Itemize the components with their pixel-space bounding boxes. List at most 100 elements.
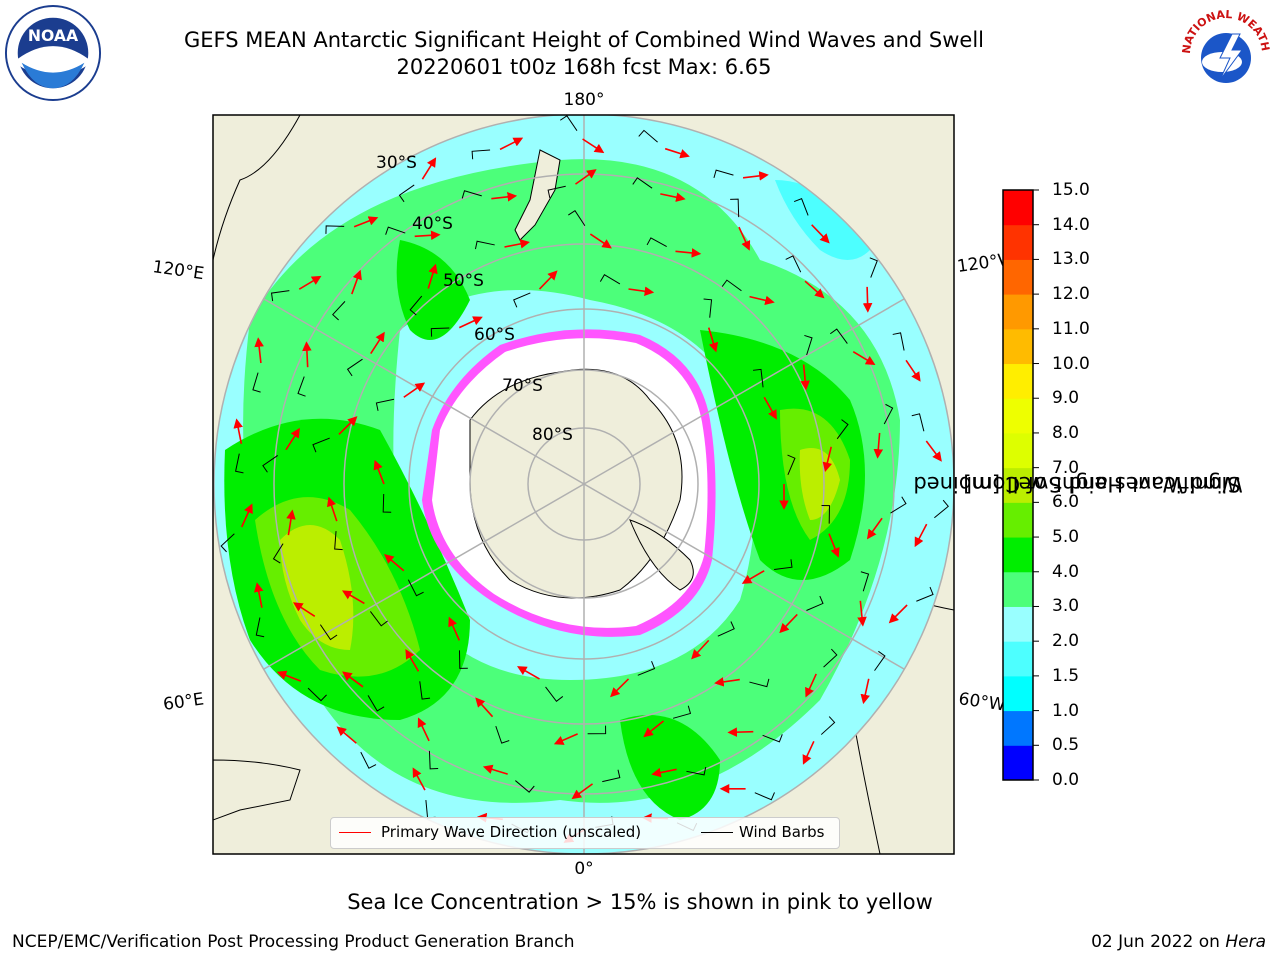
wave-arrow [298, 275, 322, 290]
wave-arrow [860, 678, 870, 705]
wind-barb [753, 368, 764, 388]
colorbar-tick-label: 7.0 [1052, 457, 1080, 478]
wave-arrow [286, 509, 296, 536]
colorbar-bin [1003, 224, 1033, 260]
colorbar-tick-label: 12.0 [1052, 284, 1090, 305]
wave-arrow [628, 286, 655, 296]
wind-barb [754, 792, 775, 801]
lat-label-40s: 40°S [412, 214, 453, 234]
wind-barb [297, 376, 306, 397]
wind-barb [874, 650, 886, 671]
wave-arrow [417, 717, 430, 742]
wave-arrow [353, 216, 379, 228]
wave-arrow [517, 666, 540, 680]
wave-arrow [763, 396, 777, 420]
wave-arrow [714, 677, 740, 687]
wave-arrow [582, 138, 605, 154]
colorbar-tick-label: 4.0 [1052, 561, 1080, 582]
colorbar-bin [1003, 641, 1033, 677]
wave-arrow [302, 341, 312, 368]
landmass-new-zealand [514, 149, 561, 241]
wind-barb [821, 505, 830, 524]
wind-barb [890, 496, 907, 514]
wave-arrow [403, 382, 426, 398]
wave-arrow [370, 331, 385, 354]
colorbar-bin [1003, 502, 1033, 538]
landmass-australia [213, 115, 301, 261]
wave-arrow [254, 337, 264, 364]
noaa-logo: NOAA [4, 4, 102, 102]
wind-barb [375, 398, 395, 411]
wave-arrow [233, 418, 243, 444]
wind-barb [916, 586, 934, 602]
wind-barb [385, 226, 406, 235]
graticule [213, 115, 954, 854]
antarctic-peninsula [629, 519, 694, 591]
wind-barb [545, 686, 564, 702]
wave-arrow [914, 523, 928, 548]
wind-barb [721, 279, 742, 292]
wind-barb [892, 332, 905, 351]
wind-barb [587, 725, 607, 735]
wind-barb [360, 751, 377, 769]
wind-barb [513, 292, 531, 308]
wind-barb [869, 257, 878, 278]
sea-ice-note: Sea Ice Concentration > 15% is shown in … [347, 890, 933, 914]
wind-barb [262, 455, 279, 473]
wave-arrow [610, 678, 630, 698]
wave-direction-arrows [233, 137, 942, 843]
chart-subtitle: 20220601 t00z 168h fcst Max: 6.65 [396, 55, 772, 79]
wave-arrow [811, 224, 830, 244]
wind-barb [632, 177, 653, 189]
wave-arrow [405, 648, 420, 672]
colorbar-tick-label: 8.0 [1052, 422, 1080, 443]
colorbar-bin [1003, 398, 1033, 434]
wind-barb [793, 198, 809, 216]
lat-label-30s: 30°S [376, 153, 417, 173]
wind-barb [252, 372, 261, 393]
wave-arrow [727, 727, 754, 737]
chart-title: GEFS MEAN Antarctic Significant Height o… [183, 28, 985, 52]
wave-arrow [373, 459, 385, 485]
wind-barb [602, 769, 621, 783]
wind-barb [599, 274, 621, 285]
wave-arrow [828, 533, 840, 558]
wave-arrow [738, 226, 751, 251]
wave-arrow [482, 764, 508, 775]
colorbar-tick-label: 0.5 [1052, 735, 1080, 756]
wave-arrow [285, 427, 300, 451]
wave-arrow [351, 269, 362, 295]
wave-arrow [293, 602, 316, 617]
wave-arrow [862, 286, 873, 313]
wind-barb [220, 533, 235, 553]
wave-arrow [414, 230, 441, 241]
wave-arrow [779, 613, 798, 634]
wave-arrow [742, 171, 769, 181]
wave-arrow [327, 496, 338, 522]
wind-barb [307, 687, 327, 702]
wind-barb [515, 780, 535, 793]
wave-band-6-7m-indian [280, 525, 354, 650]
footer-host: Hera [1225, 932, 1266, 952]
wave-arrow [458, 316, 483, 329]
wind-barb [883, 403, 894, 425]
wave-arrow [336, 726, 357, 744]
wave-arrow [888, 604, 908, 624]
wind-barb [860, 571, 870, 592]
wave-arrow [448, 616, 461, 641]
wind-barb [806, 595, 824, 611]
colorbar-tick-label: 13.0 [1052, 249, 1090, 270]
wind-barb [495, 725, 510, 744]
wave-arrow [749, 295, 775, 306]
wave-arrow [675, 248, 702, 258]
wind-barb [419, 681, 431, 700]
wave-arrow [707, 327, 719, 353]
wind-barb [762, 734, 783, 743]
footer-left: NCEP/EMC/Verification Post Processing Pr… [12, 932, 575, 952]
wave-arrow [341, 590, 365, 605]
wave-arrow [925, 440, 942, 462]
wind-barb [774, 559, 793, 571]
wave-arrow [802, 740, 815, 765]
lon-label-60e: 60°E [162, 689, 205, 714]
